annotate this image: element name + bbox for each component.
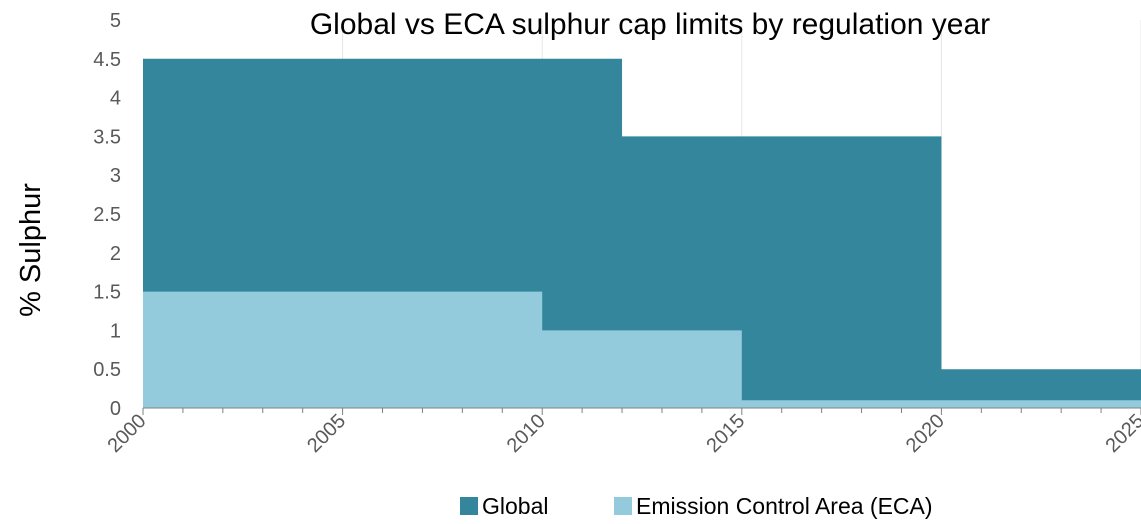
y-tick-label: 1.5 [93,282,121,304]
y-tick-label: 4.5 [93,49,121,71]
plot-areas [143,58,1141,409]
x-tick-label: 2005 [303,410,350,457]
y-tick-label: 0 [110,398,121,420]
y-tick-label: 4 [110,88,121,110]
y-tick-label: 0.5 [93,359,121,381]
y-axis-label: % Sulphur [15,183,47,317]
x-tick-labels: 2000 2005 2010 2015 2020 2025 [104,410,1141,457]
y-tick-label: 2.5 [93,204,121,226]
legend-label-emission-control-area-eca: Emission Control Area (ECA) [636,493,933,519]
y-tick-label: 3 [110,165,121,187]
x-tick-label: 2020 [902,410,949,457]
y-tick-label: 1 [110,320,121,342]
chart-title: Global vs ECA sulphur cap limits by regu… [310,8,990,41]
y-tick-labels: 0 0.5 1 1.5 2 2.5 3 3.5 4 4.5 5 [93,10,121,420]
area-emission-control-area-eca [143,291,1141,408]
legend-swatch-emission-control-area-eca [614,497,632,515]
x-tick-label: 2010 [503,410,550,457]
axes [142,407,1141,415]
legend-swatch-global [460,497,478,515]
x-tick-label: 2015 [702,410,749,457]
y-tick-label: 2 [110,243,121,265]
y-tick-label: 5 [110,10,121,32]
legend-label-global: Global [482,493,548,519]
x-tick-label: 2025 [1102,410,1141,457]
y-tick-label: 3.5 [93,126,121,148]
legend: Global Emission Control Area (ECA) [460,493,933,519]
